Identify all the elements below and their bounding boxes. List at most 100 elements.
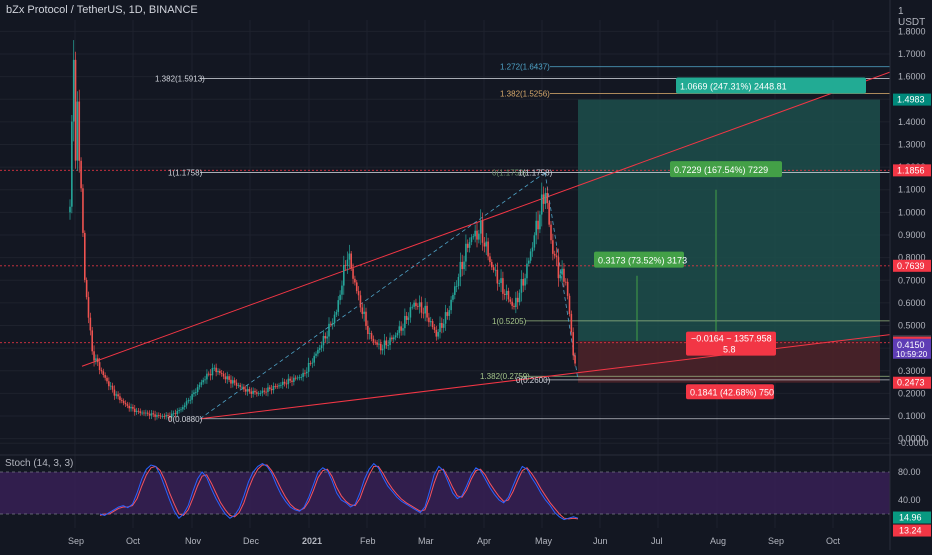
candle-body [402,328,404,331]
candle-body [320,345,323,349]
candle-body [163,416,166,417]
price-tag-label: 0.2473 [897,378,925,388]
candle-body [145,412,147,414]
target-label: 0.3173 (73.52%) 3173 [598,256,687,266]
candle-body [109,385,112,387]
x-tick-label: Dec [243,536,260,546]
candle-body [380,343,382,351]
candle-body [241,386,243,388]
candle-body [368,333,371,335]
candle-body [274,386,277,387]
candle-body [433,327,436,330]
candle-body [159,415,162,417]
candle-body [302,372,304,377]
candle-body [528,260,530,264]
candle-body [489,256,491,263]
candle-body [93,351,95,361]
stoch-tick: 40.00 [898,495,921,505]
candle-body [339,294,341,301]
candle-body [250,391,253,394]
candle-body [257,393,260,395]
candle-body [122,400,125,403]
candle-body [574,355,576,364]
candle-body [335,311,338,315]
candle-body [215,367,217,373]
candle-body [415,302,417,307]
candle-body [431,321,434,328]
candle-body [341,285,343,295]
candle-body [385,340,388,346]
candle-body [254,390,256,393]
stoch-d-tag [893,524,931,537]
stoch-title: Stoch (14, 3, 3) [5,458,74,469]
target-box [676,77,866,94]
candle-body [557,257,560,279]
candle-body [246,389,249,392]
candle-body [361,307,364,314]
candle-body [135,410,138,413]
candle-body [322,336,325,346]
y-tick-label: 0.5000 [898,321,926,331]
candle-body [85,279,88,298]
candle-body [459,261,462,277]
candle-body [479,220,482,234]
candle-body [232,380,234,384]
candle-body [552,240,554,254]
stop-label: 0.1841 (42.68%) 750 [690,387,774,397]
x-tick-label: Nov [185,536,202,546]
candle-body [394,335,397,338]
candle-body [455,286,458,287]
candle-body [563,268,565,282]
fib-label: 1.272(1.6437) [500,63,550,72]
y-tick-label: 1.8000 [898,26,926,36]
last-price-tag [893,338,931,359]
candle-body [224,376,227,380]
target-label: 0.7229 (167.54%) 7229 [674,165,768,175]
price-tag-label: 1.4983 [897,95,925,105]
candle-body [132,406,134,409]
y-tick-label: 1.6000 [898,72,926,82]
candle-body [502,278,504,294]
candle-body [82,188,84,233]
price-tag [893,93,931,106]
candle-body [535,220,537,236]
x-tick-label: Sep [768,536,784,546]
candle-body [387,345,389,346]
fib-label: 1.382(1.5913) [155,75,205,84]
candle-body [566,281,569,296]
candle-body [265,391,267,393]
candle-body [222,373,225,377]
candle-body [100,370,103,372]
candle-body [317,349,319,354]
candle-body [359,295,362,308]
y-tick-label: 1.0000 [898,207,926,217]
candle-body [442,323,445,328]
candle-body [115,394,118,396]
y-tick-label: -0.0000 [898,438,929,448]
candle-body [111,385,114,390]
candle-body [89,317,92,331]
x-tick-label: Sep [68,536,84,546]
candle-body [74,59,77,161]
candle-body [98,362,101,371]
candle-body [270,388,273,391]
candle-body [405,315,408,320]
candle-body [570,313,573,333]
candle-body [180,409,182,411]
x-tick-label: 2021 [302,536,322,546]
candle-body [370,333,373,339]
candle-body [183,405,186,408]
candle-body [411,306,414,308]
y-tick-label: 1.7000 [898,49,926,59]
x-tick-label: Oct [126,536,141,546]
candle-body [544,192,547,204]
candle-body [553,253,556,256]
candle-body [113,389,116,396]
candle-body [289,378,291,381]
fib-swing-line [199,172,546,420]
position-box-line1: −0.0164 ~ 1357.958 [691,334,772,344]
candle-body [161,416,164,417]
candle-body [189,399,192,401]
